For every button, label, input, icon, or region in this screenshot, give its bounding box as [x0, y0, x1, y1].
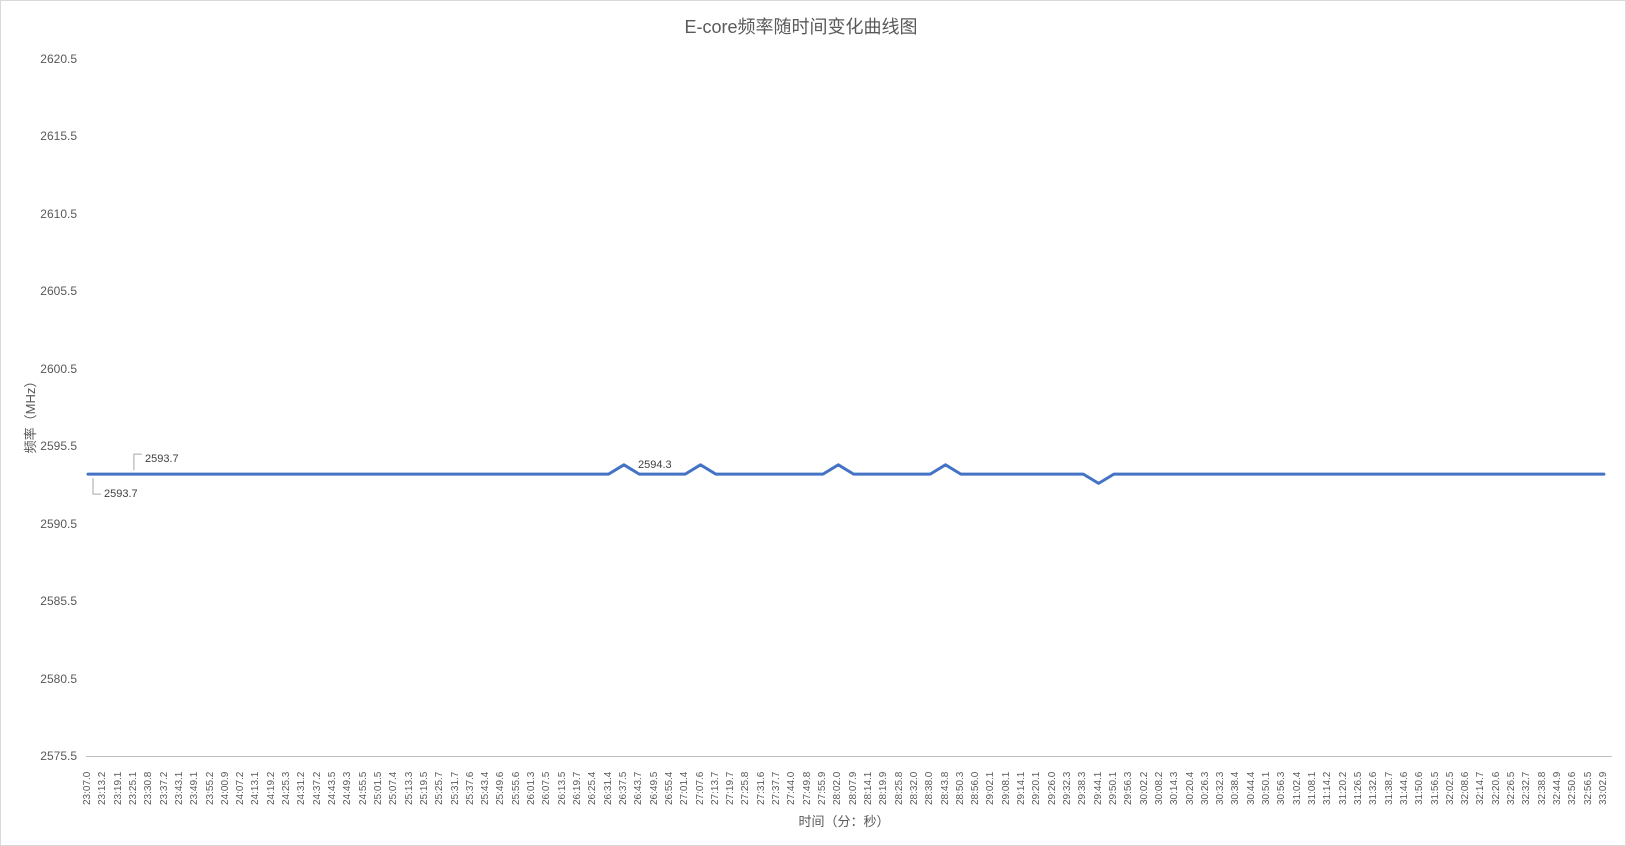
y-tick-label: 2575.5 [40, 749, 77, 763]
data-label: 2594.3 [638, 459, 672, 471]
y-tick-label: 2595.5 [40, 439, 77, 453]
leader-line [133, 453, 142, 471]
y-tick-label: 2580.5 [40, 672, 77, 686]
x-axis-title: 时间（分：秒） [798, 814, 890, 829]
y-tick-label: 2585.5 [40, 594, 77, 608]
chart-title: E-core频率随时间变化曲线图 [684, 17, 918, 37]
y-tick-label: 2610.5 [40, 207, 77, 221]
y-tick-label: 2590.5 [40, 517, 77, 531]
y-tick-label: 2600.5 [40, 362, 77, 376]
series-line [86, 463, 1606, 485]
y-tick-label: 2605.5 [40, 284, 77, 298]
leader-line [92, 478, 101, 495]
y-tick-label: 2620.5 [40, 52, 77, 66]
data-label: 2593.7 [145, 453, 179, 465]
y-tick-label: 2615.5 [40, 129, 77, 143]
data-label: 2593.7 [104, 488, 138, 500]
